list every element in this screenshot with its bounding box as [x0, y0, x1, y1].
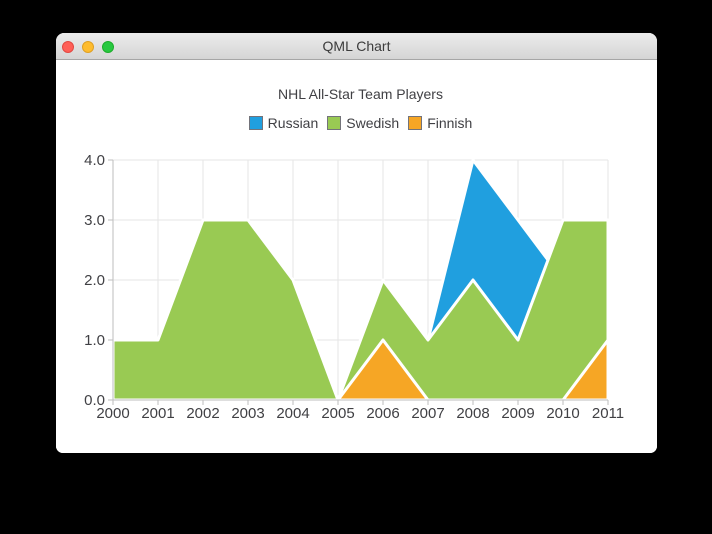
- x-tick-label: 2007: [411, 405, 444, 422]
- legend-label-russian: Russian: [267, 115, 319, 131]
- window-controls: [62, 33, 114, 60]
- chart-title: NHL All-Star Team Players: [278, 86, 443, 102]
- legend-item-swedish: Swedish: [327, 115, 399, 131]
- y-tick-label: 2.0: [84, 272, 105, 289]
- x-tick-label: 2009: [501, 405, 534, 422]
- legend-label-swedish: Swedish: [346, 115, 400, 131]
- x-tick-label: 2001: [141, 405, 174, 422]
- y-tick-label: 1.0: [84, 332, 105, 349]
- x-tick-label: 2011: [592, 405, 624, 422]
- x-tick-label: 2000: [96, 405, 129, 422]
- y-tick-label: 0.0: [84, 392, 105, 409]
- close-button[interactable]: [62, 40, 74, 53]
- x-tick-label: 2010: [546, 405, 579, 422]
- x-tick-label: 2003: [231, 405, 264, 422]
- legend-marker-swedish: [327, 116, 342, 130]
- chart-plot-area: 2000 2001 2002 2003 2004 2005 2006 2007 2008 2009…: [84, 152, 624, 422]
- legend-item-russian: Russian: [248, 115, 319, 131]
- y-tick-label: 4.0: [84, 152, 105, 169]
- minimize-button[interactable]: [82, 40, 94, 53]
- x-tick-label: 2008: [456, 405, 489, 422]
- legend-marker-russian: [248, 116, 263, 130]
- x-tick-label: 2006: [366, 405, 399, 422]
- legend-marker-finnish: [408, 116, 423, 130]
- chart-legend: Russian Swedish Finnish: [113, 115, 608, 131]
- legend-label-finnish: Finnish: [427, 115, 473, 131]
- window-title: QML Chart: [322, 38, 391, 54]
- legend-item-finnish: Finnish: [408, 115, 472, 131]
- x-tick-label: 2005: [321, 405, 354, 422]
- y-tick-label: 3.0: [84, 212, 105, 229]
- x-tick-label: 2002: [186, 405, 219, 422]
- window-titlebar[interactable]: QML Chart: [56, 33, 657, 60]
- zoom-button[interactable]: [102, 40, 114, 53]
- qml-chart-window: QML Chart NHL All-Star Team Players Russ…: [56, 33, 657, 453]
- x-tick-label: 2004: [276, 405, 309, 422]
